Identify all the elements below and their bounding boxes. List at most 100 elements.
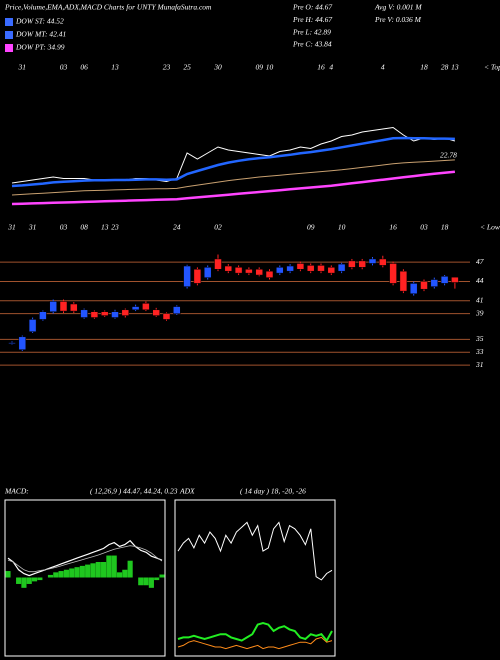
series-line	[177, 521, 333, 581]
y-tick-label: 44	[476, 276, 484, 285]
candle-body	[173, 306, 181, 314]
legend-label: DOW MT: 42.41	[15, 30, 66, 39]
legend-swatch	[5, 31, 13, 39]
candle-body	[399, 270, 408, 292]
x-tick-label: 10	[338, 223, 346, 232]
candle-body	[100, 311, 109, 316]
candle-body	[80, 309, 88, 318]
x-tick-label: 23	[111, 223, 119, 232]
candle-body	[440, 276, 449, 284]
histogram-bar	[37, 577, 43, 581]
y-tick-label: 39	[475, 308, 484, 317]
x-tick-label: 23	[163, 63, 171, 72]
candle-body	[131, 306, 140, 311]
candle-body	[337, 263, 346, 272]
histogram-bar	[148, 577, 154, 588]
adx-frame	[174, 499, 336, 657]
candle-body	[358, 260, 366, 268]
histogram-bar	[122, 569, 128, 578]
candle-body	[49, 301, 57, 312]
stat: Pre V: 0.036 M	[374, 15, 422, 24]
x-tick-label: 25	[183, 63, 191, 72]
x-tick-label: 28	[441, 63, 449, 72]
candle-body	[348, 260, 356, 268]
x-tick-label: 09	[307, 223, 315, 232]
candle-body	[142, 303, 150, 311]
candle-body	[39, 311, 47, 320]
histogram-bar	[21, 577, 27, 588]
histogram-bar	[138, 577, 144, 586]
y-tick-label: 33	[475, 347, 484, 356]
candle-body	[296, 263, 305, 270]
histogram-bar	[16, 577, 22, 584]
series-line	[11, 126, 456, 184]
candle-body	[327, 267, 336, 274]
stat: Pre H: 44.67	[292, 15, 332, 24]
histogram-bar	[90, 563, 96, 578]
stat: Avg V: 0.001 M	[374, 3, 422, 12]
annotation: < Tops	[484, 63, 500, 72]
value-label: 22.78	[440, 150, 457, 159]
candle-body	[111, 311, 119, 318]
histogram-bar	[79, 565, 85, 578]
candle-body	[389, 263, 397, 284]
stat: Pre L: 42.89	[292, 27, 331, 36]
histogram-bar	[26, 577, 32, 584]
x-tick-label: 13	[101, 223, 109, 232]
candle-body	[203, 267, 212, 278]
x-tick-label: 31	[7, 223, 16, 232]
x-tick-label: 24	[173, 223, 181, 232]
x-tick-label: 03	[60, 223, 68, 232]
legend-swatch	[5, 18, 13, 26]
legend-swatch	[5, 44, 13, 52]
histogram-bar	[101, 562, 107, 578]
candle-body	[317, 265, 325, 272]
candle-body	[368, 258, 377, 264]
stat: Pre O: 44.67	[292, 3, 332, 12]
candle-body	[255, 269, 263, 276]
candle-body	[18, 336, 27, 350]
y-tick-label: 47	[476, 257, 484, 266]
x-tick-label: 16	[317, 63, 325, 72]
x-tick-label: 18	[420, 63, 428, 72]
candle-body	[70, 303, 78, 312]
x-tick-label: 13	[451, 63, 459, 72]
annotation: < Lows	[480, 223, 500, 232]
series-line	[11, 159, 455, 196]
x-tick-label: 18	[441, 223, 449, 232]
candle-body	[430, 279, 439, 287]
x-tick-label: 30	[213, 63, 222, 72]
candle-body	[234, 267, 243, 274]
x-tick-label: 08	[80, 223, 88, 232]
panel-subtitle: ( 14 day ) 18, -20, -26	[240, 487, 306, 496]
candle-body	[183, 265, 191, 287]
histogram-bar	[69, 568, 75, 578]
candle-body	[245, 269, 253, 274]
y-tick-label: 41	[476, 296, 484, 305]
histogram-bar	[74, 567, 80, 578]
histogram-bar	[106, 555, 112, 578]
histogram-bar	[58, 571, 64, 578]
histogram-bar	[5, 571, 11, 578]
candle-body	[379, 258, 387, 266]
x-tick-label: 16	[389, 223, 397, 232]
candle-body	[276, 267, 284, 274]
candle-body	[59, 301, 68, 312]
candle-body	[451, 276, 459, 283]
histogram-bar	[63, 569, 69, 578]
x-tick-label: 03	[420, 223, 428, 232]
candle-body	[121, 309, 130, 316]
candle-body	[409, 283, 418, 294]
header-title: Price,Volume,EMA,ADX,MACD Charts for UNT…	[4, 3, 212, 12]
x-tick-label: 4	[381, 63, 385, 72]
x-tick-label: 10	[266, 63, 274, 72]
histogram-bar	[95, 562, 101, 578]
x-tick-label: 4	[329, 63, 333, 72]
x-tick-label: 06	[80, 63, 88, 72]
y-tick-label: 35	[475, 334, 484, 343]
candle-body	[224, 265, 233, 272]
series-line	[11, 136, 455, 188]
x-tick-label: 03	[60, 63, 68, 72]
